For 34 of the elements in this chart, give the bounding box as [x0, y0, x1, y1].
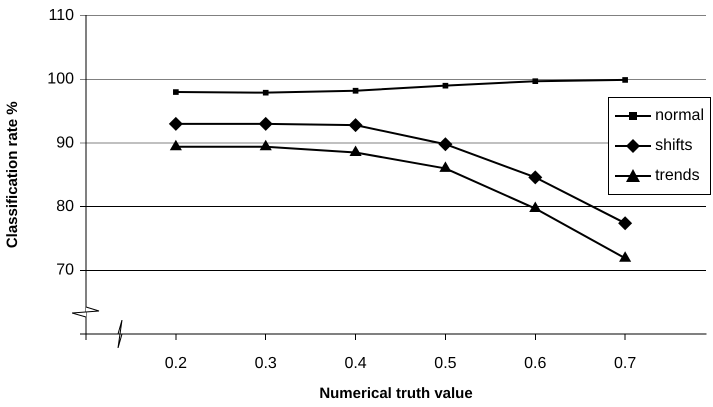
point: [438, 137, 452, 152]
point: [442, 82, 448, 88]
point: [258, 116, 273, 131]
point: [262, 90, 269, 96]
point: [622, 77, 628, 83]
point: [350, 146, 362, 156]
point: [528, 170, 542, 184]
point: [439, 161, 452, 172]
point: [532, 78, 538, 84]
point: [352, 88, 358, 94]
x-tick-label: 0.7: [614, 355, 636, 372]
point: [348, 118, 363, 132]
point: [168, 116, 183, 131]
point: [173, 89, 179, 95]
legend-label: trends: [655, 166, 700, 186]
y-tick-label: 100: [47, 70, 74, 88]
legend-label: normal: [655, 106, 704, 126]
legend-label: shifts: [655, 136, 692, 156]
point: [170, 140, 182, 150]
x-axis-title: Numerical truth value: [319, 385, 473, 402]
x-tick-label: 0.2: [164, 355, 188, 372]
x-tick-label: 0.4: [344, 355, 367, 372]
x-tick-label: 0.6: [524, 355, 546, 372]
point: [529, 202, 542, 212]
y-tick-label: 90: [56, 134, 74, 152]
x-tick-label: 0.3: [254, 355, 277, 372]
y-tick-label: 70: [56, 262, 74, 279]
point: [260, 140, 272, 150]
y-axis-title: Classification rate %: [4, 101, 22, 248]
point: [618, 216, 632, 230]
y-tick-label: 110: [48, 7, 74, 24]
y-tick-label: 80: [56, 198, 74, 216]
x-tick-label: 0.5: [434, 355, 457, 372]
point: [619, 251, 632, 262]
